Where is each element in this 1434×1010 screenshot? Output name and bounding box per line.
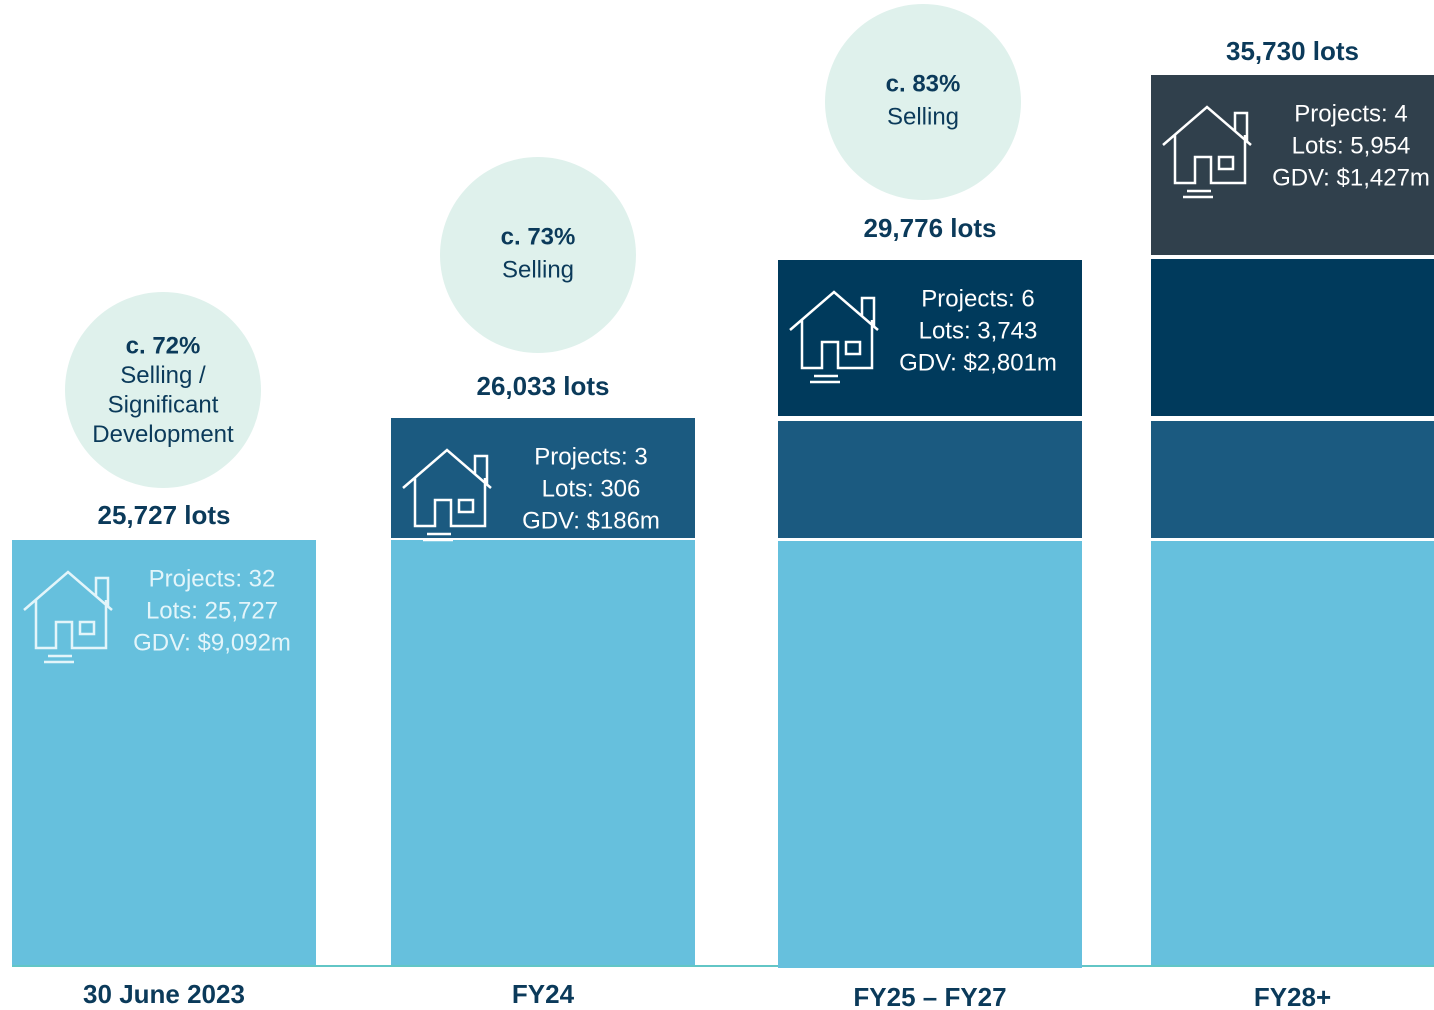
bubble-percent: c. 72% <box>126 332 201 359</box>
house-icon <box>23 570 113 664</box>
bubble <box>65 292 261 488</box>
house-outline <box>1162 105 1252 199</box>
bubble <box>440 157 636 353</box>
info-line: GDV: $2,801m <box>899 349 1057 376</box>
bar-segment <box>1151 421 1434 538</box>
bubble-line: Selling <box>502 256 574 283</box>
column-label: 30 June 2023 <box>83 979 245 1009</box>
house-outline <box>402 448 492 542</box>
info-line: Lots: 5,954 <box>1292 132 1411 159</box>
house-icon <box>789 290 879 384</box>
bar-segment <box>1151 75 1434 255</box>
bubble-line: Selling / <box>120 362 206 389</box>
bar-segment <box>391 418 695 538</box>
info-line: GDV: $1,427m <box>1272 164 1430 191</box>
bubble <box>825 4 1021 200</box>
info-line: GDV: $186m <box>522 507 660 534</box>
total-label: 25,727 lots <box>98 500 231 530</box>
info-line: Projects: 32 <box>149 565 276 592</box>
info-line: Projects: 4 <box>1294 100 1407 127</box>
total-label: 26,033 lots <box>477 371 610 401</box>
house-outline <box>789 290 879 384</box>
column-label: FY25 – FY27 <box>853 982 1006 1010</box>
bar-segment <box>778 421 1082 538</box>
house-outline <box>23 570 113 664</box>
bubble-percent: c. 73% <box>501 223 576 250</box>
bar-segment <box>1151 541 1434 965</box>
total-label: 29,776 lots <box>864 213 997 243</box>
column-label: FY24 <box>512 979 575 1009</box>
bar-segment <box>1151 259 1434 416</box>
bubble-line: Selling <box>887 103 959 130</box>
info-line: GDV: $9,092m <box>133 629 291 656</box>
info-line: Projects: 3 <box>534 443 647 470</box>
bubble-line: Development <box>92 421 234 448</box>
info-line: Projects: 6 <box>921 285 1034 312</box>
bubble-percent: c. 83% <box>886 70 961 97</box>
info-line: Lots: 25,727 <box>146 597 278 624</box>
bar-segment <box>391 540 695 965</box>
house-icon <box>402 448 492 542</box>
column-label: FY28+ <box>1254 982 1331 1010</box>
house-icon <box>1162 105 1252 199</box>
bar-segment <box>12 540 316 965</box>
bar-segment <box>778 260 1082 416</box>
total-label: 35,730 lots <box>1226 36 1359 66</box>
info-line: Lots: 306 <box>542 475 641 502</box>
bar-segment <box>778 541 1082 968</box>
info-line: Lots: 3,743 <box>919 317 1038 344</box>
bubble-line: Significant <box>108 391 219 418</box>
